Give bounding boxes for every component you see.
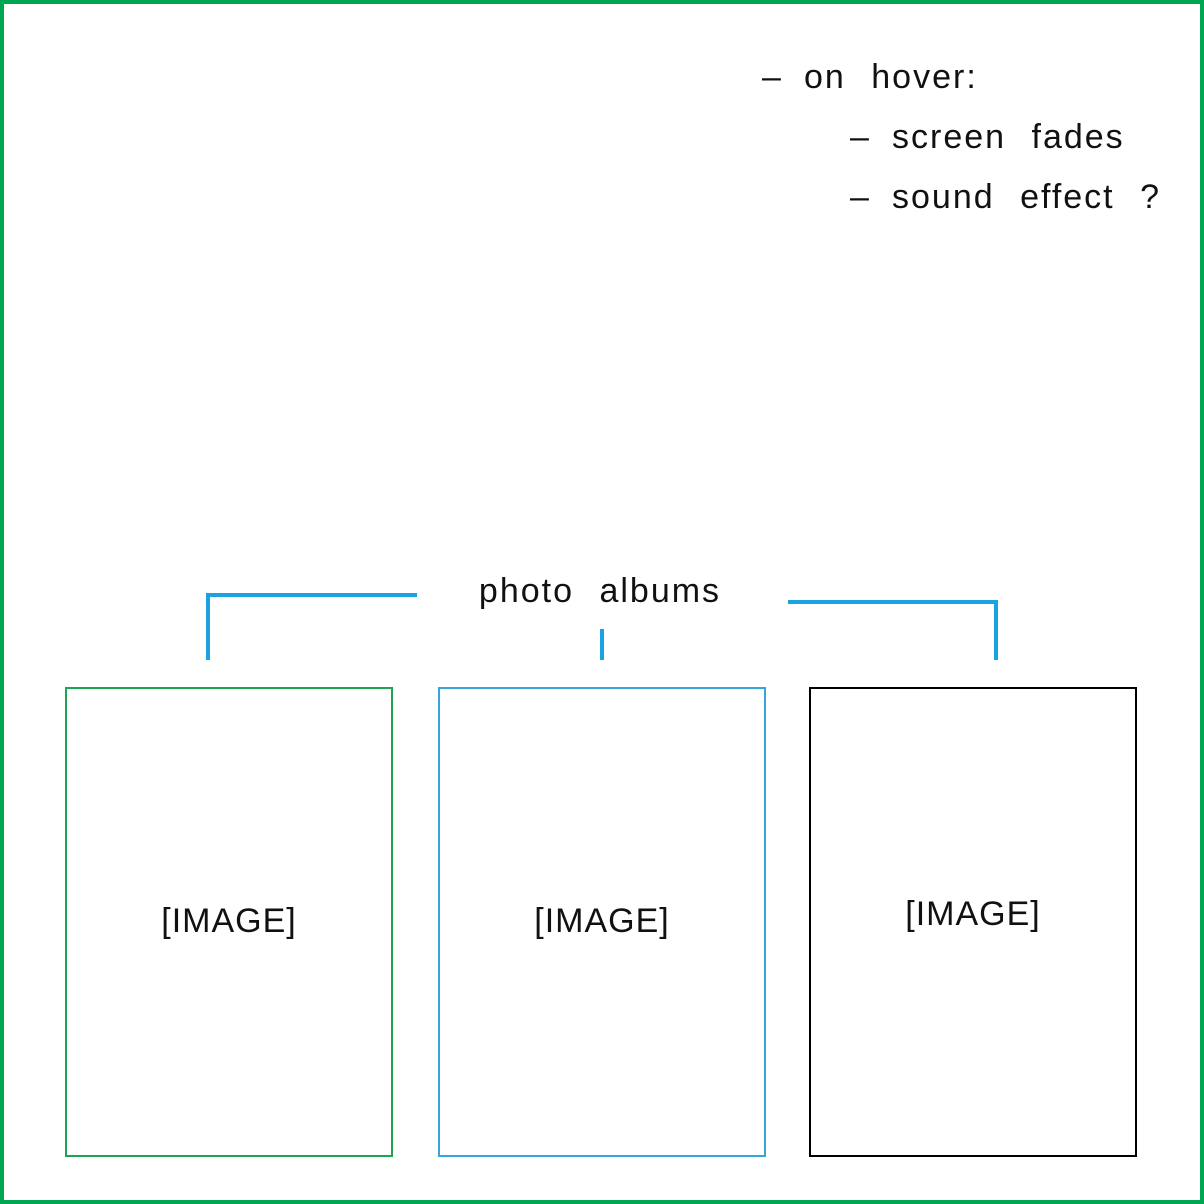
image-placeholder: [IMAGE]: [161, 902, 297, 940]
hover-note-item-text: screen fades: [892, 118, 1125, 156]
hover-note-title-text: on hover:: [804, 58, 978, 96]
hover-note-title: – on hover:: [762, 60, 978, 94]
hover-note-item: – sound effect ?: [850, 180, 1161, 214]
bullet-dash: –: [850, 118, 871, 156]
bullet-dash: –: [762, 58, 783, 96]
image-placeholder: [IMAGE]: [534, 902, 670, 940]
photo-album-card[interactable]: [IMAGE]: [438, 687, 766, 1157]
bullet-dash: –: [850, 178, 871, 216]
photo-album-card[interactable]: [IMAGE]: [65, 687, 393, 1157]
photo-album-card[interactable]: [IMAGE]: [809, 687, 1137, 1157]
photo-albums-label: photo albums: [478, 572, 722, 610]
image-placeholder: [IMAGE]: [905, 895, 1041, 933]
hover-note-item-text: sound effect ?: [892, 178, 1161, 216]
hover-note-item: – screen fades: [850, 120, 1125, 154]
